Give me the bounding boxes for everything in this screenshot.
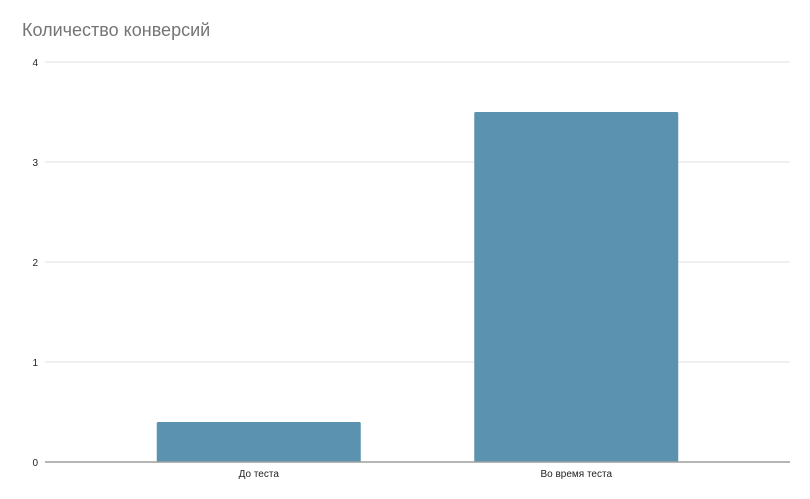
chart-title: Количество конверсий xyxy=(22,20,211,40)
y-tick-label: 4 xyxy=(32,58,38,69)
y-tick-label: 2 xyxy=(32,258,38,269)
y-tick-label: 1 xyxy=(32,358,38,369)
x-tick-label: До теста xyxy=(239,469,280,480)
bar xyxy=(474,112,679,462)
x-tick-label: Во время теста xyxy=(540,469,612,480)
y-tick-label: 0 xyxy=(32,458,38,469)
bar xyxy=(156,422,361,462)
y-tick-label: 3 xyxy=(32,158,38,169)
